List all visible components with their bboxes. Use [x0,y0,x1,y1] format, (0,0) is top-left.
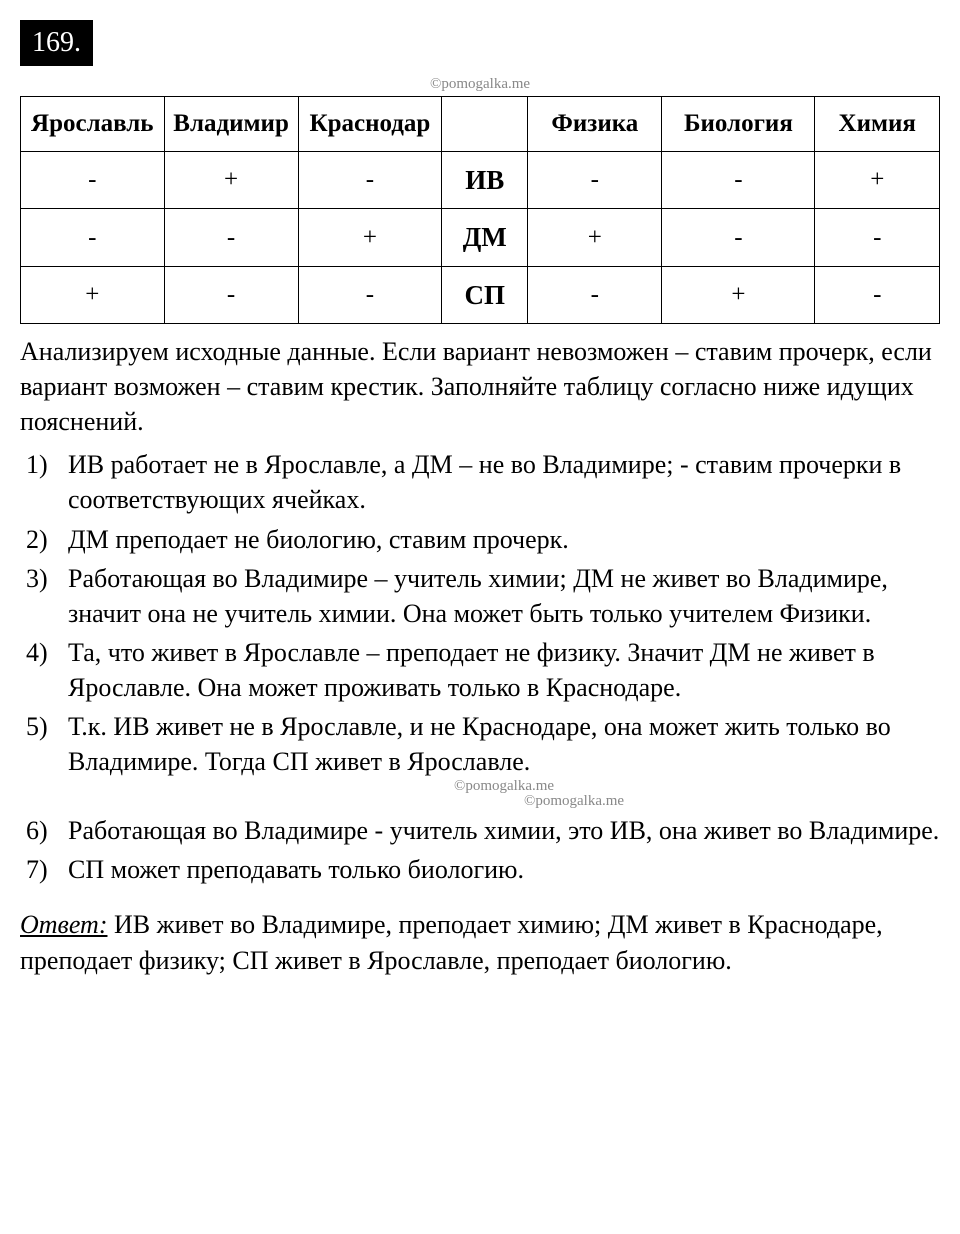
cell-iv-biology: - [662,151,815,208]
cell-dm-physics: + [528,209,662,266]
header-yaroslavl: Ярославль [21,97,165,152]
header-krasnodar: Краснодар [298,97,442,152]
table-header-row: Ярославль Владимир Краснодар Физика Биол… [21,97,940,152]
step-item: Работающая во Владимире - учитель химии,… [58,813,940,848]
header-physics: Физика [528,97,662,152]
watermark-mid-2: ©pomogalka.me [68,794,940,809]
cell-sp-krasnodar: - [298,266,442,323]
step-item: Т.к. ИВ живет не в Ярославле, и не Красн… [58,709,940,809]
cell-dm-krasnodar: + [298,209,442,266]
cell-sp-yaroslavl: + [21,266,165,323]
answer-label: Ответ: [20,910,107,939]
table-row: - - + ДМ + - - [21,209,940,266]
cell-sp-vladimir: - [164,266,298,323]
intro-paragraph: Анализируем исходные данные. Если вариан… [20,334,940,439]
step-item: СП может преподавать только биологию. [58,852,940,887]
answer-block: Ответ: ИВ живет во Владимире, преподает … [20,907,940,977]
header-biology: Биология [662,97,815,152]
cell-dm-chemistry: - [815,209,940,266]
problem-number: 169. [20,20,93,66]
step-5-text: Т.к. ИВ живет не в Ярославле, и не Красн… [68,712,891,776]
step-item: Работающая во Владимире – учитель химии;… [58,561,940,631]
step-item: ДМ преподает не биологию, ставим прочерк… [58,522,940,557]
table-row: + - - СП - + - [21,266,940,323]
cell-dm-yaroslavl: - [21,209,165,266]
cell-code-sp: СП [442,266,528,323]
answer-text: ИВ живет во Владимире, преподает химию; … [20,910,883,974]
watermark-top: ©pomogalka.me [20,74,940,94]
cell-sp-physics: - [528,266,662,323]
cell-iv-physics: - [528,151,662,208]
step-item: ИВ работает не в Ярославле, а ДМ – не во… [58,447,940,517]
cell-iv-chemistry: + [815,151,940,208]
cell-iv-krasnodar: - [298,151,442,208]
watermark-mid-1: ©pomogalka.me [68,779,940,794]
cell-sp-chemistry: - [815,266,940,323]
cell-iv-yaroslavl: - [21,151,165,208]
cell-dm-biology: - [662,209,815,266]
table-row: - + - ИВ - - + [21,151,940,208]
cell-code-dm: ДМ [442,209,528,266]
cell-dm-vladimir: - [164,209,298,266]
cell-sp-biology: + [662,266,815,323]
header-vladimir: Владимир [164,97,298,152]
cell-code-iv: ИВ [442,151,528,208]
header-empty [442,97,528,152]
step-item: Та, что живет в Ярославле – преподает не… [58,635,940,705]
steps-list: ИВ работает не в Ярославле, а ДМ – не во… [20,447,940,887]
header-chemistry: Химия [815,97,940,152]
logic-table: Ярославль Владимир Краснодар Физика Биол… [20,96,940,324]
cell-iv-vladimir: + [164,151,298,208]
